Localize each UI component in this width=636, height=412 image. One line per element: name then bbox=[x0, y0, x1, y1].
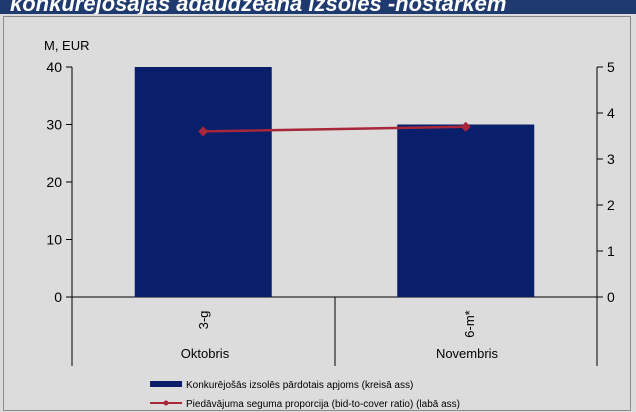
line-series-path bbox=[203, 125, 466, 133]
group-label-2: Novembris bbox=[436, 346, 499, 361]
category-label-1: 3-g bbox=[196, 311, 211, 330]
right-axis-tick-label: 5 bbox=[607, 59, 615, 75]
right-axis-tick-label: 3 bbox=[607, 151, 615, 167]
legend-line-marker bbox=[163, 400, 169, 406]
bar bbox=[134, 67, 272, 297]
bar bbox=[397, 124, 535, 297]
legend-line-label: Piedāvājuma seguma proporcija (bid-to-co… bbox=[186, 399, 460, 410]
group-label-1: Oktobris bbox=[181, 346, 230, 361]
left-axis-tick-label: 0 bbox=[54, 289, 62, 305]
left-axis-tick-label: 10 bbox=[46, 232, 62, 248]
category-label-2: 6-m* bbox=[462, 310, 477, 337]
right-axis-tick-label: 1 bbox=[607, 243, 615, 259]
banner-text: konkurējošajās adaudzēanā izsolēs -nosta… bbox=[10, 0, 507, 14]
line-point bbox=[460, 121, 471, 132]
legend-bar-label: Konkurējošās izsolēs pārdotais apjoms (k… bbox=[186, 380, 413, 391]
title-banner: konkurējošajās adaudzēanā izsolēs -nosta… bbox=[0, 0, 636, 14]
right-axis-tick-label: 0 bbox=[607, 289, 615, 305]
line-point bbox=[198, 126, 209, 137]
right-axis-tick-label: 2 bbox=[607, 197, 615, 213]
right-axis-tick-label: 4 bbox=[607, 105, 615, 121]
left-axis-unit-label: M, EUR bbox=[44, 38, 90, 53]
left-axis-tick-label: 20 bbox=[46, 174, 62, 190]
left-axis-tick-label: 30 bbox=[46, 117, 62, 133]
left-axis-tick-label: 40 bbox=[46, 59, 62, 75]
legend-bar-swatch bbox=[150, 381, 182, 387]
